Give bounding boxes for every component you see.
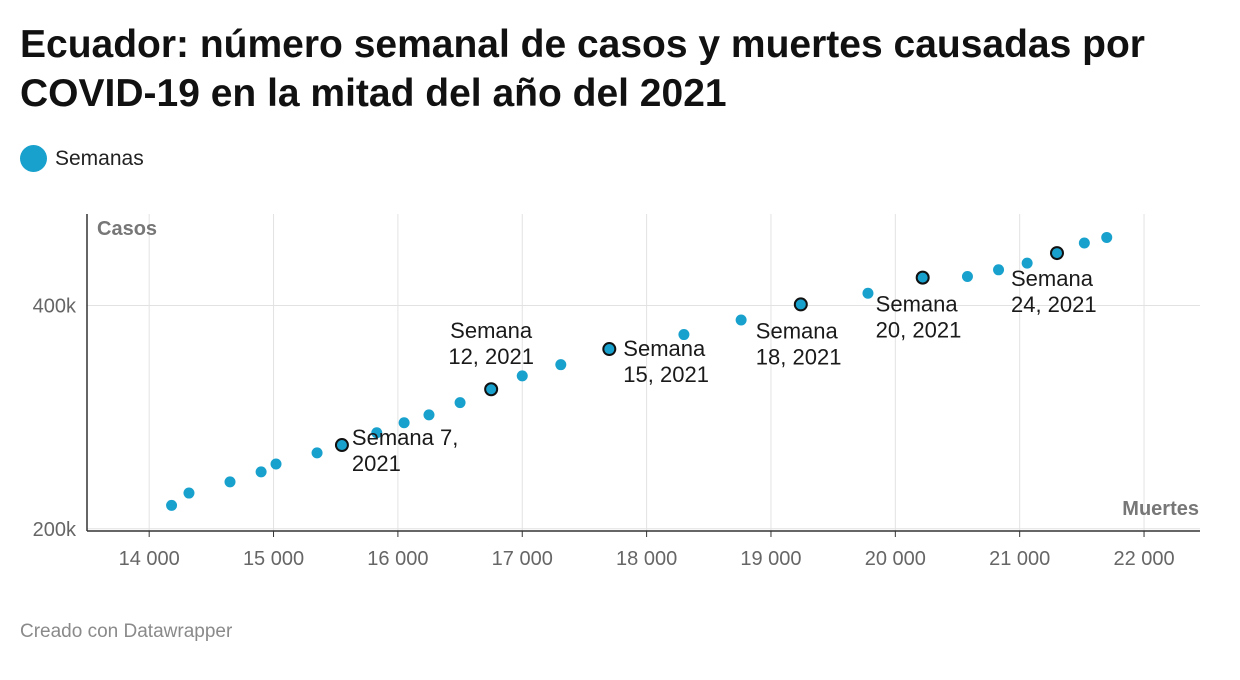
x-tick-label: 15 000 bbox=[243, 548, 304, 570]
data-point bbox=[371, 427, 383, 439]
highlighted-point bbox=[334, 438, 349, 453]
data-point bbox=[678, 329, 690, 341]
x-tick-label: 18 000 bbox=[616, 548, 677, 570]
y-tick-label: 200k bbox=[33, 519, 77, 541]
data-point bbox=[735, 314, 747, 326]
legend-label: Semanas bbox=[55, 146, 144, 170]
data-point bbox=[993, 264, 1005, 276]
data-point bbox=[398, 417, 410, 429]
data-point bbox=[270, 458, 282, 470]
point-label: Semana 18, 2021 bbox=[756, 318, 842, 369]
data-point bbox=[516, 370, 528, 382]
x-axis-title: Muertes bbox=[1122, 498, 1199, 520]
credit-footer: Creado con Datawrapper bbox=[20, 621, 233, 642]
data-point bbox=[1101, 231, 1113, 243]
point-label-line: Semana 7, bbox=[352, 425, 458, 450]
axes: 14 000 15 000 16 000 17 000 18 000 19 000 20 0… bbox=[33, 214, 1200, 570]
x-tick-label: 19 000 bbox=[740, 548, 801, 570]
data-point bbox=[862, 287, 874, 299]
data-point bbox=[1021, 257, 1033, 269]
highlighted-point bbox=[793, 297, 808, 312]
point-label: Semana 12, 2021 bbox=[448, 318, 534, 369]
data-point bbox=[224, 476, 236, 488]
point-label-line: 18, 2021 bbox=[756, 344, 842, 369]
point-label: Semana 15, 2021 bbox=[623, 336, 709, 387]
data-point bbox=[423, 409, 435, 421]
highlighted-point bbox=[484, 382, 499, 397]
y-tick-label: 400k bbox=[33, 296, 77, 318]
point-label-line: Semana bbox=[450, 318, 533, 343]
point-label: Semana 24, 2021 bbox=[1011, 266, 1097, 317]
data-point bbox=[255, 466, 267, 478]
highlighted-point bbox=[915, 270, 930, 285]
legend: Semanas bbox=[20, 145, 144, 172]
data-point bbox=[1078, 237, 1090, 249]
point-label-line: Semana bbox=[876, 292, 959, 317]
point-label-line: Semana bbox=[623, 336, 706, 361]
x-tick-label: 21 000 bbox=[989, 548, 1050, 570]
data-point bbox=[961, 271, 973, 283]
data-point bbox=[166, 499, 178, 511]
x-tick-label: 16 000 bbox=[367, 548, 428, 570]
point-label-line: 20, 2021 bbox=[876, 318, 962, 343]
data-points bbox=[166, 231, 1113, 511]
y-axis-title: Casos bbox=[97, 218, 157, 240]
highlighted-point bbox=[1049, 246, 1064, 261]
point-label: Semana 7, 2021 bbox=[352, 425, 458, 476]
gridlines bbox=[87, 214, 1200, 531]
chart-title: Ecuador: número semanal de casos y muert… bbox=[20, 23, 1145, 115]
point-label-line: 15, 2021 bbox=[623, 362, 709, 387]
data-point bbox=[555, 359, 567, 371]
point-label-line: 24, 2021 bbox=[1011, 292, 1097, 317]
x-tick-label: 14 000 bbox=[119, 548, 180, 570]
highlighted-point bbox=[602, 342, 617, 357]
point-label: Semana 20, 2021 bbox=[876, 292, 962, 343]
point-label-line: 12, 2021 bbox=[448, 344, 534, 369]
x-tick-label: 22 000 bbox=[1113, 548, 1174, 570]
data-point bbox=[183, 487, 195, 499]
point-label-line: Semana bbox=[1011, 266, 1094, 291]
x-tick-label: 20 000 bbox=[865, 548, 926, 570]
point-label-line: Semana bbox=[756, 318, 839, 343]
x-tick-label: 17 000 bbox=[492, 548, 553, 570]
point-label-line: 2021 bbox=[352, 451, 401, 476]
data-point bbox=[311, 447, 323, 459]
data-point bbox=[454, 397, 466, 409]
legend-marker bbox=[20, 145, 47, 172]
